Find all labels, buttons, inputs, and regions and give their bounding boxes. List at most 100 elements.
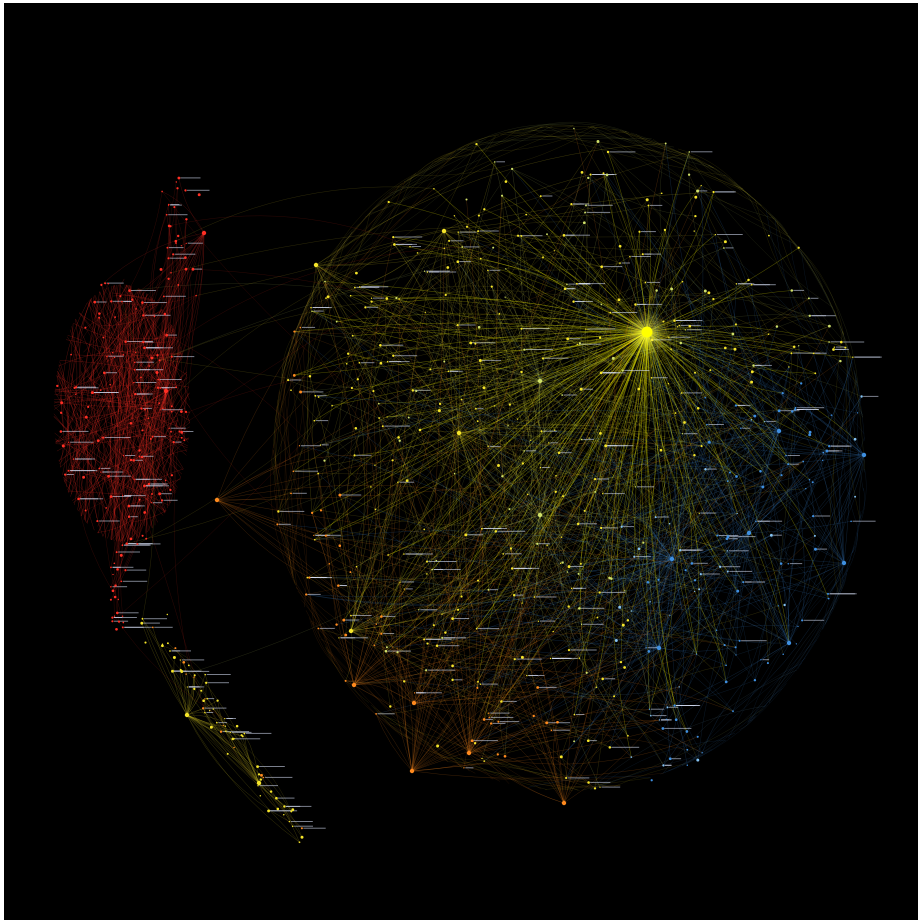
edge — [411, 461, 804, 772]
edge — [94, 295, 160, 451]
graph-node — [585, 204, 587, 207]
edge — [504, 514, 541, 757]
edge — [55, 420, 178, 445]
edge — [315, 191, 714, 266]
edge — [431, 328, 522, 570]
edge — [432, 152, 452, 164]
edge — [681, 392, 828, 452]
graph-node — [147, 482, 151, 486]
node-label-mark — [62, 430, 89, 432]
graph-node — [731, 332, 735, 336]
graph-node — [623, 666, 626, 669]
edge — [739, 716, 755, 730]
edge — [140, 299, 155, 403]
graph-node — [696, 758, 700, 762]
node-label-mark — [307, 593, 321, 595]
graph-node — [797, 246, 800, 249]
edge — [446, 267, 458, 326]
edge — [646, 331, 738, 514]
edge — [365, 285, 493, 308]
graph-node — [290, 389, 292, 392]
graph-node — [769, 533, 773, 537]
graph-node — [785, 454, 787, 457]
edge — [59, 366, 124, 465]
edge — [465, 474, 782, 536]
edge — [184, 232, 205, 441]
edge — [411, 445, 606, 772]
graph-node — [185, 673, 187, 675]
edge — [833, 310, 852, 360]
edge — [751, 284, 796, 409]
graph-node — [283, 814, 285, 816]
edge — [130, 321, 171, 424]
edge — [458, 432, 562, 538]
edge — [426, 432, 460, 562]
edge — [658, 515, 814, 649]
graph-node — [593, 477, 597, 481]
edge — [839, 396, 862, 564]
edge — [625, 131, 796, 245]
edge — [504, 222, 585, 298]
edge — [735, 626, 799, 656]
edge — [311, 331, 648, 514]
graph-node — [350, 614, 352, 617]
graph-node — [117, 598, 119, 601]
graph-node — [680, 392, 683, 394]
edge — [513, 594, 740, 642]
edge — [605, 445, 750, 534]
graph-node — [393, 243, 396, 246]
edge — [534, 304, 636, 598]
edge — [725, 383, 802, 683]
edge — [600, 433, 717, 631]
graph-node — [578, 607, 581, 610]
edge — [452, 331, 648, 619]
edge — [437, 510, 585, 747]
node-label-mark — [292, 492, 307, 494]
edge — [671, 288, 729, 537]
node-label-mark — [497, 530, 526, 532]
graph-node — [583, 509, 586, 512]
edge — [353, 415, 756, 686]
edge — [138, 377, 189, 443]
graph-node — [233, 738, 236, 740]
edge — [680, 342, 865, 456]
edge — [98, 317, 167, 392]
graph-node — [698, 512, 700, 514]
node-label-mark — [565, 234, 575, 236]
edge — [315, 264, 518, 420]
graph-node — [426, 642, 429, 645]
graph-node — [429, 368, 432, 371]
graph-node — [686, 764, 689, 767]
edge — [545, 777, 650, 790]
graph-node — [102, 436, 105, 439]
node-label-mark — [124, 495, 146, 497]
edge — [356, 514, 541, 567]
edge — [270, 445, 296, 586]
edge — [92, 296, 150, 426]
edge — [461, 399, 681, 551]
edge — [353, 590, 626, 686]
edge — [502, 365, 754, 477]
graph-node — [328, 563, 331, 565]
edge — [412, 331, 648, 391]
graph-node — [426, 271, 429, 273]
edge — [439, 402, 495, 407]
edge — [585, 174, 604, 494]
graph-node — [259, 795, 262, 797]
edge — [55, 412, 171, 442]
edge — [293, 440, 532, 475]
edge — [847, 345, 863, 415]
edge — [746, 192, 848, 347]
edge — [468, 563, 582, 754]
graph-node — [149, 437, 152, 440]
node-label-mark — [646, 281, 660, 283]
edge — [468, 709, 650, 754]
edge — [204, 682, 207, 713]
edge — [63, 479, 72, 492]
graph-node — [507, 425, 509, 427]
node-label-mark — [341, 494, 362, 496]
edge — [117, 309, 163, 393]
edge — [350, 429, 421, 632]
graph-node — [269, 790, 273, 793]
graph-node — [808, 433, 812, 437]
